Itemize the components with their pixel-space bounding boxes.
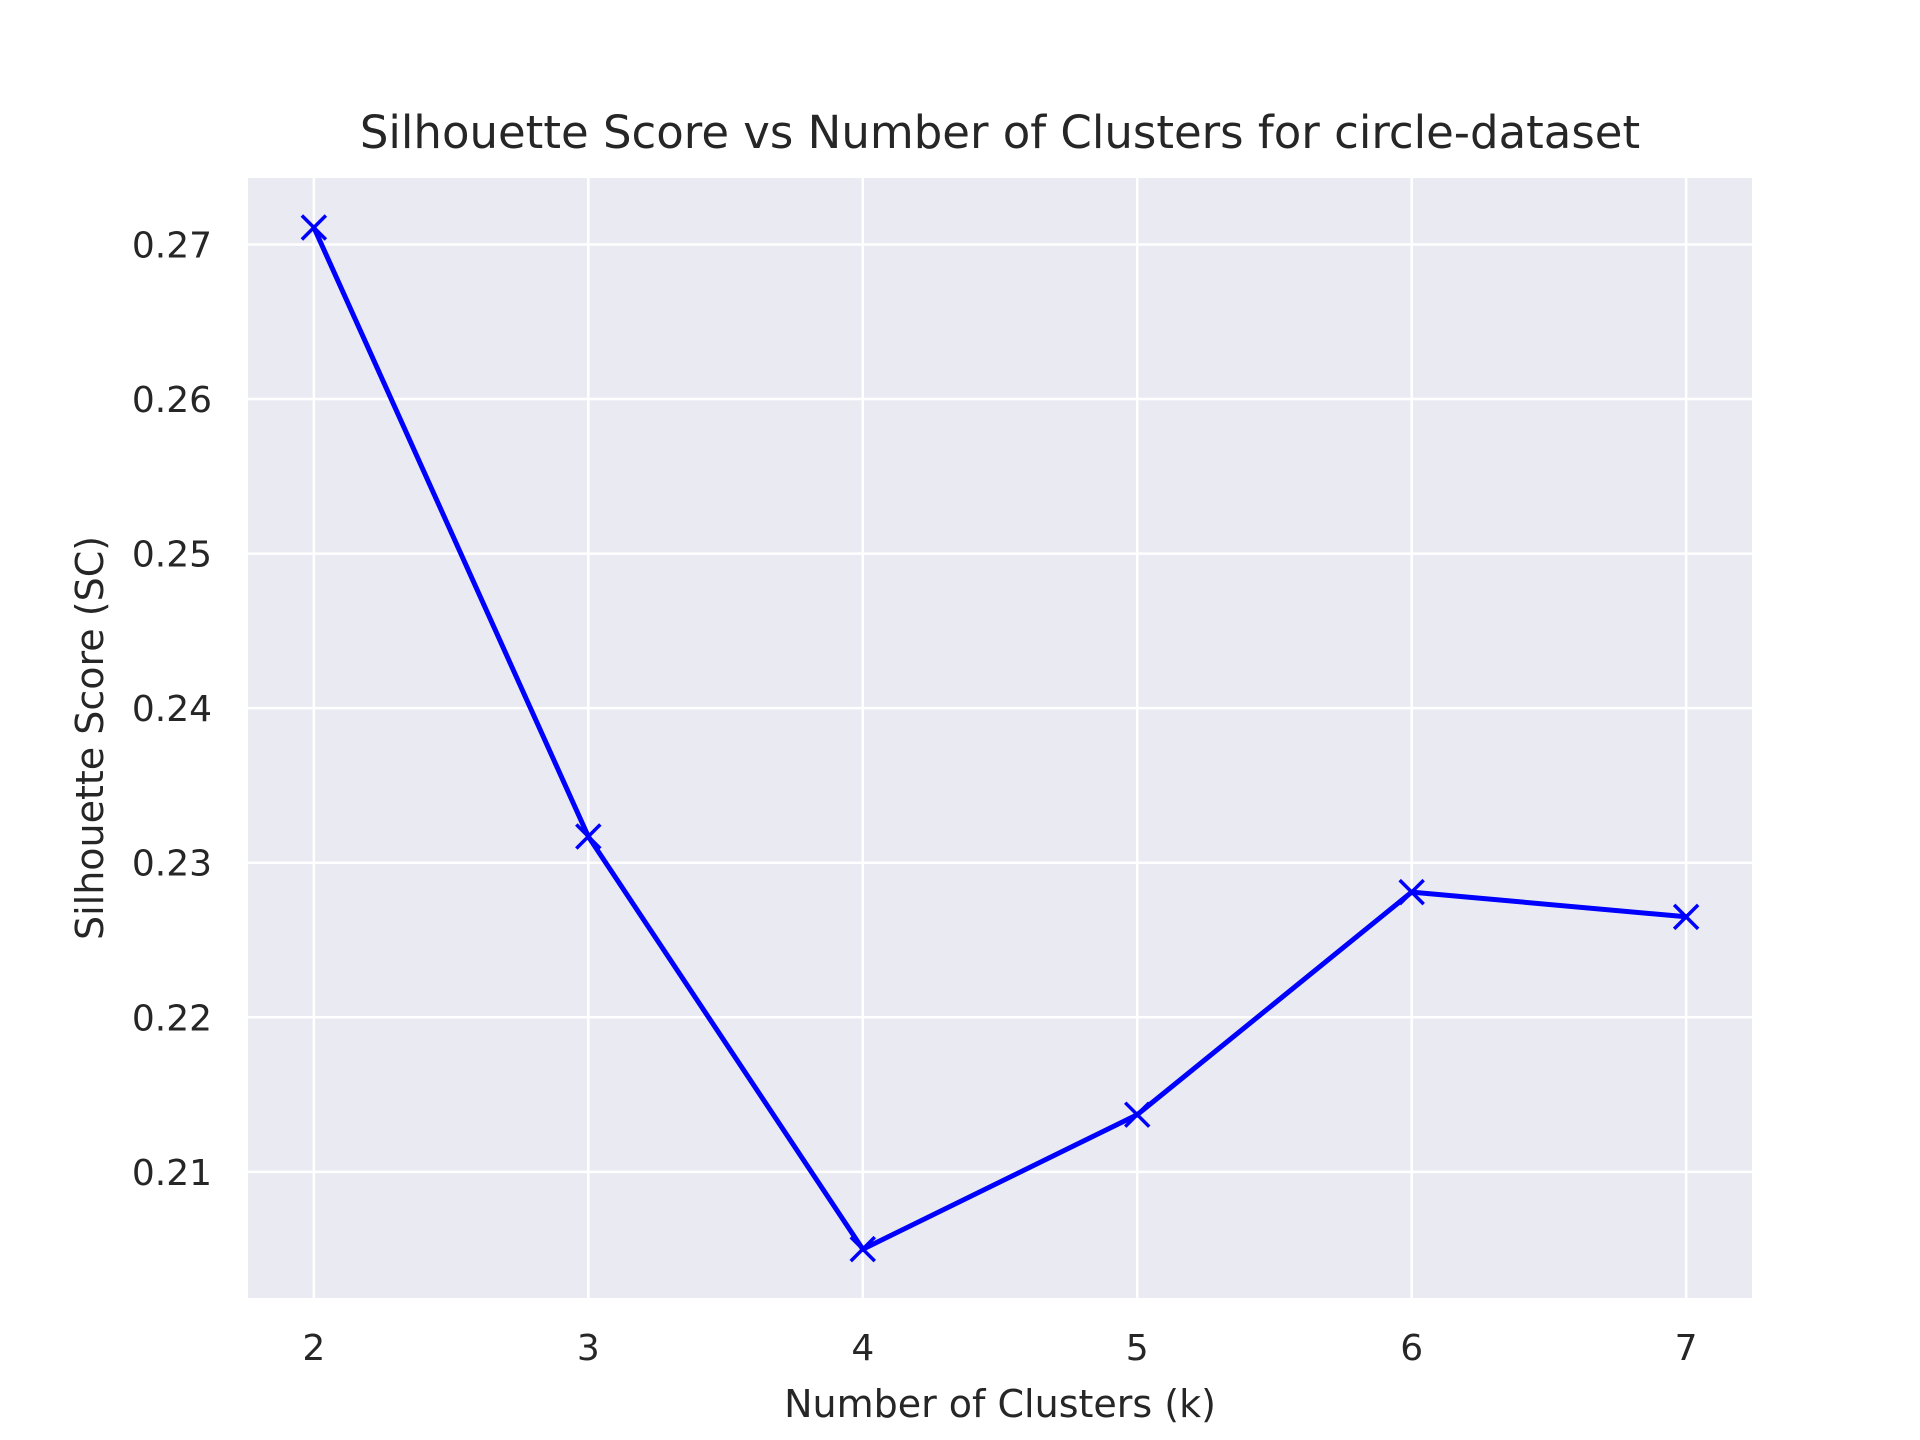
chart-title: Silhouette Score vs Number of Clusters f…	[360, 106, 1640, 159]
x-tick-labels: 2 3 4 5 6 7	[302, 1328, 1697, 1369]
x-axis-label: Number of Clusters (k)	[784, 1382, 1216, 1426]
data-point-marker	[300, 214, 328, 241]
x-tick-label: 3	[577, 1328, 600, 1369]
data-point-marker	[1398, 878, 1425, 906]
data-point-marker	[1123, 1101, 1151, 1128]
y-tick-labels: 0.21 0.22 0.23 0.24 0.25 0.26 0.27	[132, 225, 212, 1193]
data-point-marker	[849, 1235, 877, 1263]
x-tick-label: 5	[1126, 1328, 1149, 1369]
series-line	[311, 225, 1689, 1252]
data-point-marker	[575, 823, 602, 850]
y-tick-label: 0.22	[132, 998, 212, 1039]
x-tick-label: 2	[302, 1328, 325, 1369]
y-tick-label: 0.24	[132, 689, 212, 730]
y-tick-label: 0.27	[132, 225, 212, 266]
plot-area	[248, 178, 1752, 1298]
y-tick-label: 0.26	[132, 380, 212, 421]
y-tick-label: 0.23	[132, 844, 212, 885]
x-tick-label: 7	[1675, 1328, 1698, 1369]
grid-lines	[248, 178, 1752, 1298]
x-tick-label: 4	[851, 1328, 874, 1369]
y-tick-label: 0.21	[132, 1153, 212, 1194]
series-group	[300, 214, 1700, 1263]
y-tick-label: 0.25	[132, 535, 212, 576]
y-axis-label: Silhouette Score (SC)	[68, 536, 112, 940]
data-point-marker	[1672, 903, 1700, 931]
x-tick-label: 6	[1400, 1328, 1423, 1369]
